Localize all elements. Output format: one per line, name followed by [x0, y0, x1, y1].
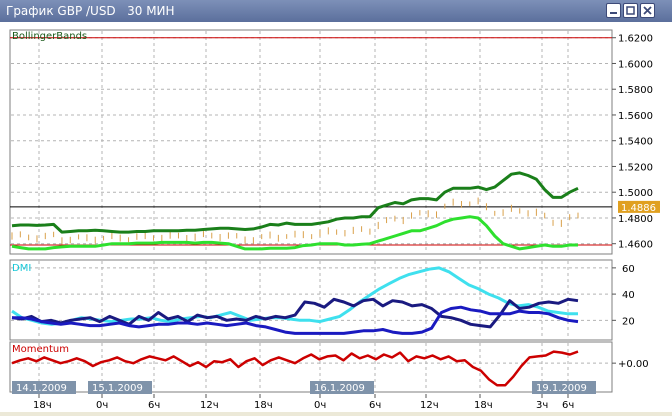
close-icon [643, 6, 652, 15]
date-label: 14.1.2009 [16, 383, 67, 394]
dmi-axis-label: 60 [622, 264, 635, 275]
y-axis-label: 1.5400 [618, 137, 653, 148]
minimize-icon [610, 12, 617, 14]
x-axis-label: 12ч [420, 400, 439, 411]
bollinger-lower-line [11, 215, 578, 251]
x-axis-label: 18ч [474, 400, 493, 411]
x-axis-label: 3ч [536, 400, 548, 411]
x-axis-label: 0ч [314, 400, 326, 411]
date-label-badge [88, 381, 152, 394]
window-title: График GBP /USD 30 МИН [6, 4, 175, 18]
title-bar: График GBP /USD 30 МИН [0, 0, 672, 23]
dmi-adx-line [11, 266, 578, 326]
panel-label-bollinger: BollingerBands [12, 31, 87, 42]
date-label: 16.1.2009 [314, 383, 365, 394]
panel-label-momentum: Momentum [12, 344, 69, 355]
close-button[interactable] [640, 3, 655, 18]
y-axis-label: 1.6000 [618, 59, 653, 70]
panel-label-dmi: DMI [12, 263, 31, 274]
y-axis-label: 1.5800 [618, 85, 653, 96]
restore-button[interactable] [623, 3, 638, 18]
chart-canvas[interactable]: 1.6200 1.6000 1.5800 1.5600 1.5400 1.5200 1.50… [0, 22, 672, 412]
main-panel [9, 29, 613, 255]
bollinger-upper-line [11, 171, 579, 234]
x-axis-label: 6ч [148, 400, 160, 411]
date-label: 19.1.2009 [536, 383, 587, 394]
x-axis-label: 0ч [96, 400, 108, 411]
date-label-badge [12, 381, 76, 394]
y-axis-label: 1.6200 [618, 34, 653, 45]
minimize-button[interactable] [606, 3, 621, 18]
y-axis-label: 1.5600 [618, 111, 653, 122]
y-axis-label: 1.4600 [618, 240, 653, 251]
current-price-marker [618, 200, 660, 213]
y-axis-label: 1.5200 [618, 162, 653, 173]
x-axis-label: 18ч [254, 400, 273, 411]
date-label-badge [310, 381, 374, 394]
dmi-panel [9, 259, 613, 341]
date-label: 15.1.2009 [92, 383, 143, 394]
restore-icon [626, 6, 635, 15]
y-axis-label: 1.4800 [618, 214, 653, 225]
date-label-badge [532, 381, 596, 394]
x-axis-label: 12ч [200, 400, 219, 411]
dmi-minus-line [12, 305, 579, 335]
x-axis-label: 18ч [33, 400, 52, 411]
momentum-axis-label: +0.00 [618, 359, 649, 370]
x-axis-label: 6ч [562, 400, 574, 411]
momentum-line [11, 350, 579, 387]
y-axis-label: 1.5000 [618, 188, 653, 199]
chart-area[interactable]: 1.6200 1.6000 1.5800 1.5600 1.5400 1.5200 1.50… [0, 22, 672, 412]
dmi-axis-label: 40 [622, 290, 635, 301]
dmi-plus-line [11, 297, 579, 329]
current-price-label: 1.4886 [621, 203, 656, 214]
x-axis-label: 6ч [369, 400, 381, 411]
dmi-axis-label: 20 [622, 316, 635, 327]
